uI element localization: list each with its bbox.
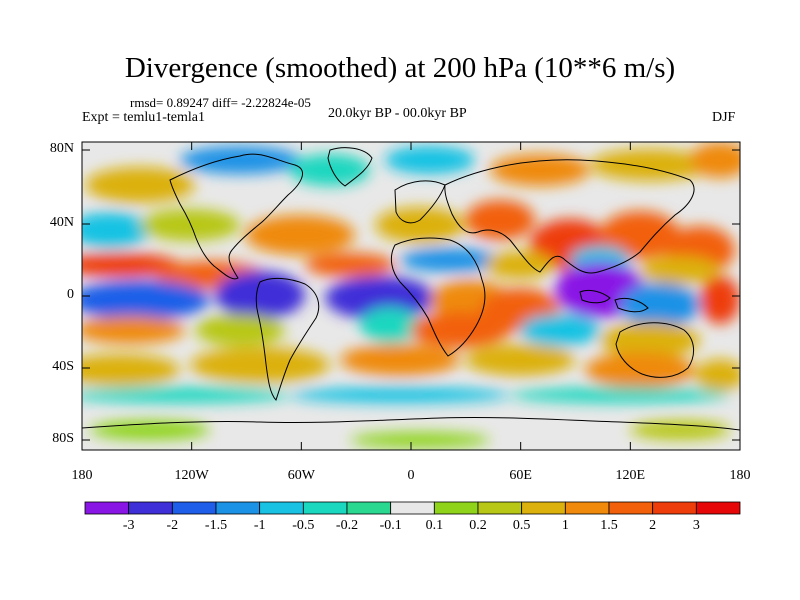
chart-title: Divergence (smoothed) at 200 hPa (10**6 … (124, 52, 676, 84)
colorbar-label: 0.5 (512, 518, 531, 533)
colorbar-label: -1 (253, 518, 266, 533)
lon-tick-label: 120W (174, 468, 209, 483)
field-region (180, 146, 300, 174)
map-field (82, 142, 740, 450)
colorbar-swatch (215, 501, 261, 515)
colorbar-swatch (346, 501, 392, 515)
lat-tick-label: 80N (49, 141, 74, 156)
field-region (700, 276, 740, 324)
colorbar-swatch (259, 501, 304, 515)
field-region (410, 312, 510, 348)
colorbar-swatch (608, 501, 654, 515)
field-region (590, 149, 710, 181)
field-region (305, 253, 395, 277)
colorbar-label: -0.2 (335, 518, 359, 533)
field-region (485, 251, 555, 279)
field-region (620, 283, 700, 327)
colorbar-label: -0.5 (292, 518, 315, 533)
field-region (290, 387, 510, 403)
colorbar-swatch (84, 501, 130, 515)
field-region (640, 256, 720, 284)
lon-tick-label: 0 (407, 468, 415, 483)
colorbar-swatch (652, 501, 697, 515)
colorbar-label: 2 (649, 518, 657, 533)
field-region (195, 314, 285, 346)
field-region (465, 344, 575, 376)
field-region (215, 271, 305, 319)
field-region (360, 307, 420, 343)
colorbar-label: 0.1 (425, 518, 444, 533)
field-region (290, 154, 370, 186)
lon-tick-label: 120E (615, 468, 646, 483)
colorbar-swatch (695, 501, 741, 515)
field-region (600, 211, 680, 259)
experiment-label: Expt = temlu1-temla1 (82, 110, 205, 125)
season-label: DJF (712, 110, 736, 125)
lat-tick-label: 80S (52, 431, 74, 446)
field-region (140, 209, 240, 241)
field-region (340, 344, 460, 376)
field-region (490, 154, 590, 186)
field-region (325, 276, 435, 320)
field-region (82, 387, 290, 403)
field-region (600, 322, 700, 358)
period-label: 20.0kyr BP - 00.0kyr BP (328, 106, 467, 121)
colorbar-label: 3 (692, 518, 700, 533)
colorbar-swatch (564, 501, 610, 515)
coastlines (82, 147, 740, 431)
field-region (520, 314, 600, 346)
lat-tick-label: 0 (67, 287, 74, 302)
field-region (385, 146, 475, 174)
field-region (630, 420, 730, 440)
field-region (245, 215, 355, 255)
colorbar-label: -0.1 (379, 518, 402, 533)
stats-text: rmsd= 0.89247 diff= -2.22824e-05 (130, 95, 311, 110)
lat-tick-label: 40N (49, 215, 74, 230)
field-region (690, 142, 740, 178)
field-region (400, 248, 500, 272)
field-region (585, 352, 695, 388)
colorbar-swatch (171, 501, 217, 515)
divergence-field (82, 142, 740, 448)
field-region (90, 420, 210, 440)
field-region (82, 253, 180, 277)
field-region (695, 359, 740, 391)
colorbar-label: 0.2 (469, 518, 487, 533)
field-region (82, 280, 210, 320)
field-region (82, 354, 180, 386)
field-region (82, 316, 185, 344)
lon-tick-label: 60E (509, 468, 532, 483)
colorbar-swatch (390, 501, 435, 515)
lon-tick-label: 180 (729, 468, 751, 483)
field-region (190, 347, 330, 383)
colorbar-swatch (433, 501, 479, 515)
colorbar-label: -1.5 (204, 518, 228, 533)
colorbar-label: -3 (122, 518, 135, 533)
field-region (350, 432, 490, 448)
colorbar-swatch (302, 501, 348, 515)
lat-tick-label: 40S (52, 359, 74, 374)
lon-tick-label: 180 (71, 468, 93, 483)
field-region (85, 167, 195, 203)
colorbar (84, 501, 741, 515)
colorbar-label: 1 (561, 518, 569, 533)
field-region (82, 212, 150, 248)
colorbar-swatch (477, 501, 523, 515)
colorbar-swatch (521, 501, 566, 515)
field-region (510, 387, 730, 403)
lon-tick-label: 60W (287, 468, 315, 483)
colorbar-swatch (128, 501, 173, 515)
colorbar-label: -2 (166, 518, 179, 533)
field-region (465, 200, 535, 240)
axis-ticks (81, 142, 741, 450)
colorbar-label: 1.5 (600, 518, 618, 533)
